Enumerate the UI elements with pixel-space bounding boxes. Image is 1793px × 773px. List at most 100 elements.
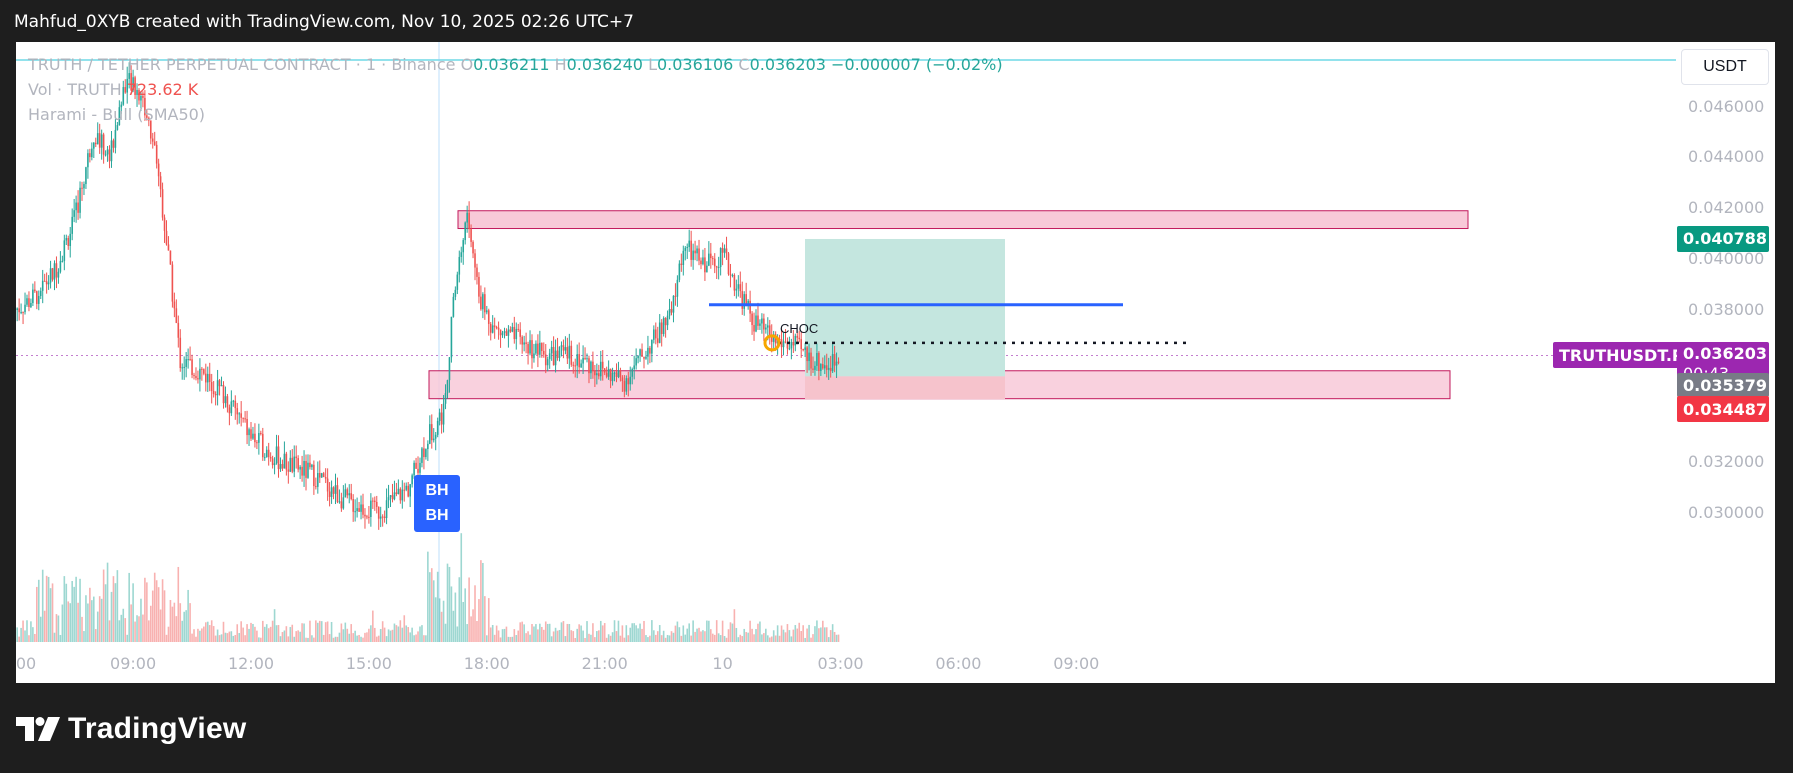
candle-body <box>96 133 99 145</box>
volume-bar <box>16 627 18 642</box>
candle-body <box>448 357 451 381</box>
volume-bar <box>641 628 643 642</box>
candle-body <box>165 230 168 245</box>
bh-label-bottom[interactable]: BH <box>414 500 460 532</box>
volume-bar <box>285 626 288 642</box>
volume-bar <box>633 623 635 642</box>
volume-bar <box>191 633 193 642</box>
volume-bar <box>244 635 246 642</box>
candle-body <box>110 140 113 162</box>
volume-bar <box>279 636 282 642</box>
chart-area[interactable]: TRUTH / TETHER PERPETUAL CONTRACT · 1 · … <box>16 42 1775 683</box>
candle-body <box>505 331 508 336</box>
candle-body <box>377 506 380 519</box>
candle-body <box>802 349 804 351</box>
price-chart[interactable] <box>16 42 1775 683</box>
candle-body <box>26 298 28 305</box>
candle-body <box>444 393 447 404</box>
volume-bar <box>423 635 425 642</box>
volume-bar <box>792 629 795 642</box>
volume-bar <box>460 533 463 642</box>
volume-bar <box>713 634 716 642</box>
volume-bar <box>544 621 547 642</box>
candle-body <box>525 342 527 345</box>
volume-bar <box>187 589 189 642</box>
candle-body <box>401 489 404 501</box>
supply-zone <box>457 210 1469 230</box>
volume-bar <box>315 620 317 642</box>
candle-body <box>285 453 288 470</box>
candle-body <box>155 144 158 164</box>
candle-body <box>729 274 732 276</box>
candle-body <box>495 327 498 329</box>
candle-body <box>49 268 52 283</box>
volume-bar <box>572 631 575 642</box>
volume-bar <box>690 635 692 642</box>
candle-body <box>527 344 529 354</box>
candle-body <box>715 266 718 268</box>
candle-body <box>352 499 354 512</box>
candle-body <box>140 95 142 101</box>
volume-bar <box>570 630 573 642</box>
candle-body <box>711 258 714 260</box>
candle-body <box>24 304 26 313</box>
volume-bar <box>149 605 152 642</box>
volume-bar <box>837 634 840 642</box>
candle-body <box>126 78 129 93</box>
candle-body <box>507 329 510 336</box>
candle-body <box>289 457 292 472</box>
candle-body <box>419 462 421 473</box>
candle-body <box>313 464 315 487</box>
volume-bar <box>812 634 814 642</box>
volume-bar <box>706 620 708 642</box>
candle-body <box>690 240 692 260</box>
candle-body <box>28 298 30 308</box>
volume-bar <box>89 587 91 642</box>
volume-bar <box>480 560 482 642</box>
candle-body <box>531 340 533 359</box>
volume-bar <box>352 633 354 642</box>
volume-bar <box>142 614 144 642</box>
volume-bar <box>464 588 466 642</box>
candle-body <box>149 120 152 139</box>
volume-bar <box>332 637 335 642</box>
legend-low: 0.036106 <box>656 55 734 74</box>
candle-body <box>159 176 162 190</box>
candle-body <box>588 358 590 374</box>
candle-body <box>260 433 262 435</box>
volume-bar <box>275 625 278 642</box>
volume-bar <box>743 628 746 642</box>
volume-bar <box>651 620 653 642</box>
currency-button[interactable]: USDT <box>1681 49 1769 85</box>
volume-bar <box>808 624 810 642</box>
volume-bar <box>293 636 296 642</box>
legend-indicator: Harami - Bull (SMA50) <box>28 105 206 124</box>
candle-body <box>144 97 146 116</box>
candle-body <box>741 291 744 309</box>
candle-body <box>653 329 655 340</box>
candle-body <box>269 457 272 459</box>
volume-bar <box>151 590 154 642</box>
volume-bar <box>768 637 771 642</box>
candle-body <box>37 296 40 304</box>
volume-bar <box>181 620 184 642</box>
candle-body <box>330 487 333 497</box>
volume-bar <box>550 636 553 642</box>
volume-bar <box>786 624 789 642</box>
candle-body <box>169 250 172 265</box>
volume-bar <box>798 622 801 642</box>
choc-marker <box>763 334 781 352</box>
volume-bar <box>122 608 125 642</box>
volume-bar <box>163 590 166 642</box>
candle-body <box>835 361 838 366</box>
volume-bar <box>177 566 180 642</box>
volume-bar <box>401 627 404 642</box>
volume-bar <box>806 628 808 642</box>
volume-bar <box>531 624 533 642</box>
volume-bar <box>700 631 702 642</box>
volume-bar <box>267 628 270 642</box>
volume-bar <box>448 566 451 642</box>
volume-bar <box>291 624 294 642</box>
candle-body <box>391 495 394 500</box>
candle-body <box>672 295 675 313</box>
